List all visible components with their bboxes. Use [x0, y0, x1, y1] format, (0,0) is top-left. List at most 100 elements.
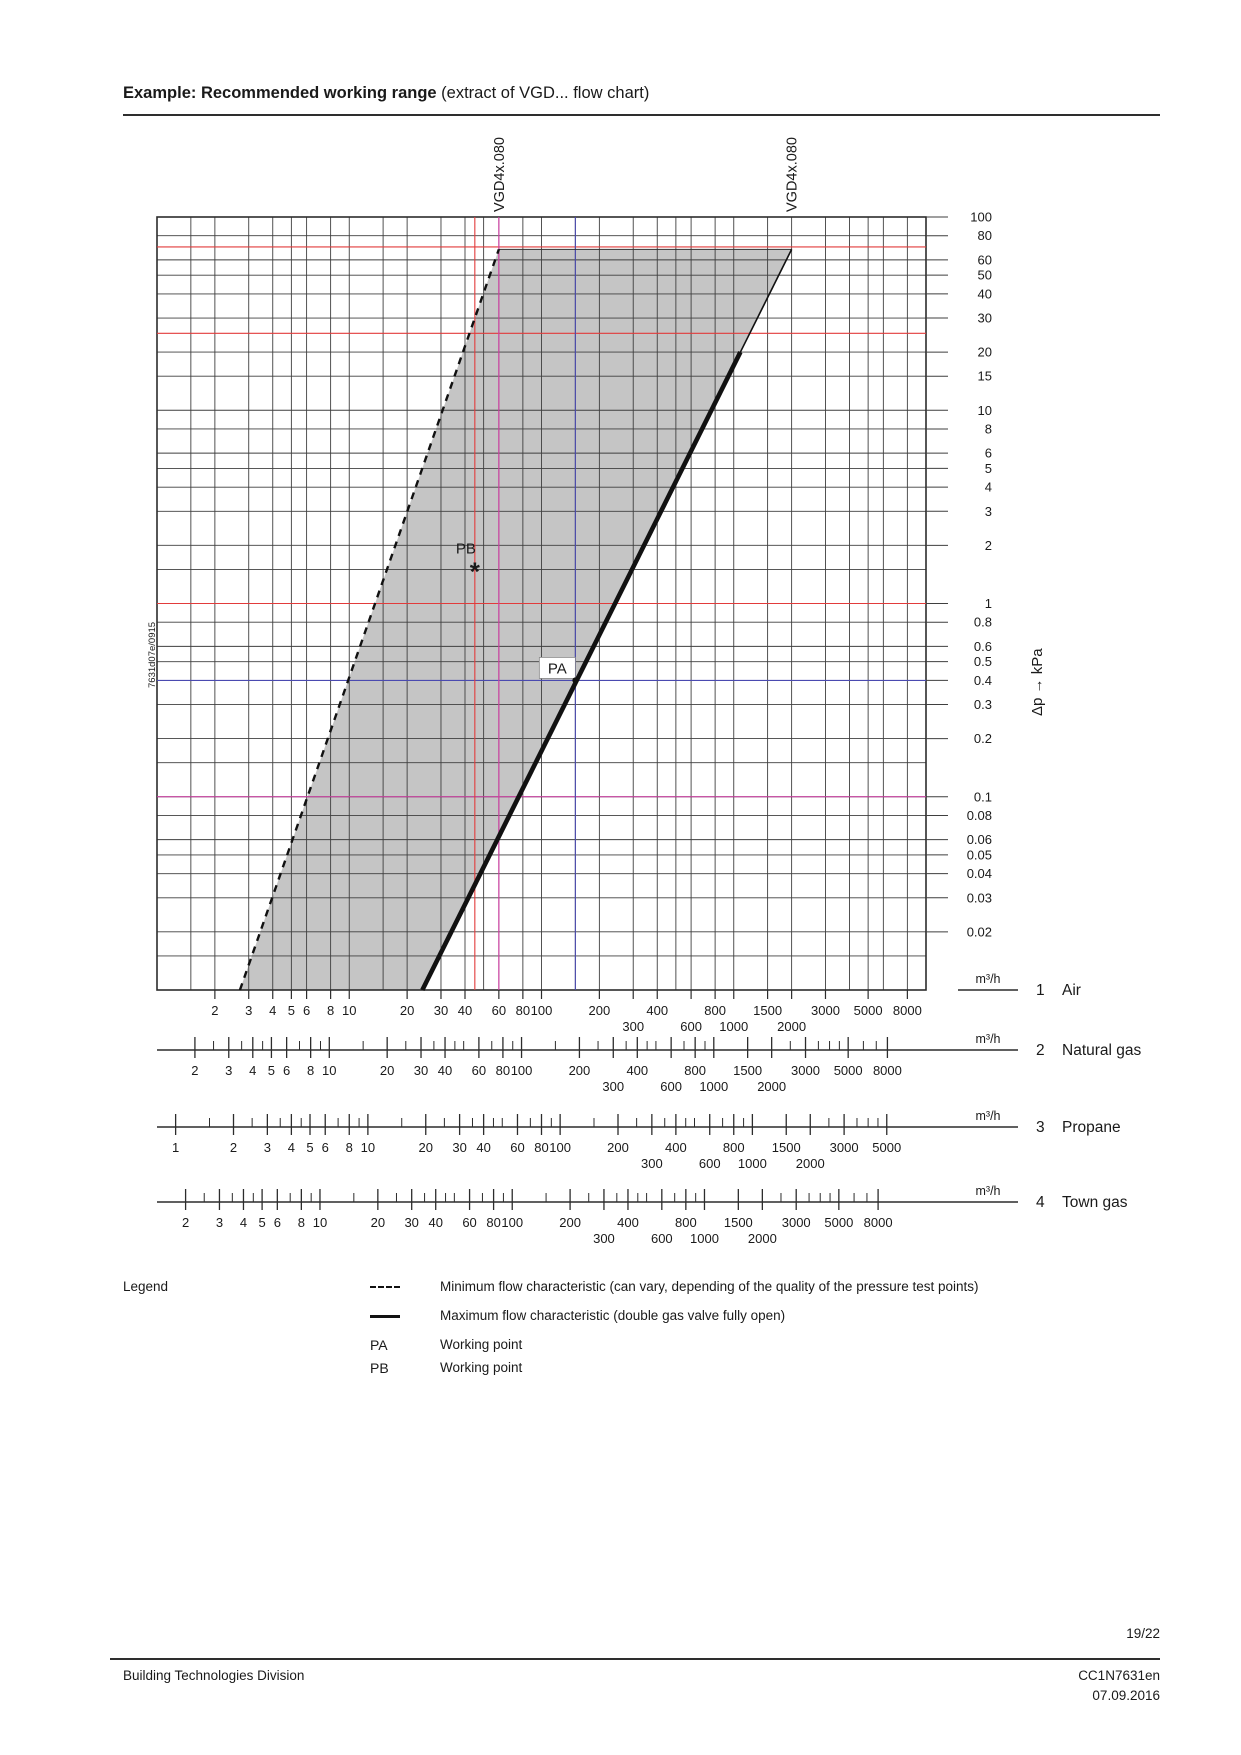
gas-scale-label: Natural gas [1062, 1042, 1142, 1059]
y-tick-label: 10 [978, 403, 992, 418]
unit-label: m³/h [976, 972, 1001, 986]
scale-tick-label: 100 [511, 1063, 533, 1078]
page-title: Example: Recommended working range (extr… [123, 84, 649, 103]
scale-tick-label: 60 [492, 1003, 506, 1018]
valve-model-label-2: VGD4x.080 [785, 137, 801, 212]
scale-tick-label: 2000 [748, 1231, 777, 1246]
scale-tick-label: 6 [303, 1003, 310, 1018]
y-tick-label: 0.02 [967, 924, 992, 939]
scale-tick-label: 600 [660, 1079, 682, 1094]
scale-tick-label: 10 [322, 1063, 336, 1078]
scale-tick-label: 100 [501, 1215, 523, 1230]
gas-scale-number: 2 [1036, 1042, 1045, 1059]
scale-tick-label: 800 [704, 1003, 726, 1018]
legend-heading: Legend [123, 1279, 169, 1294]
legend-pa-symbol: PA [370, 1337, 388, 1353]
pb-label: PB [456, 540, 476, 557]
y-tick-label: 0.5 [974, 654, 992, 669]
gas-scale-number: 1 [1036, 982, 1045, 999]
scale-tick-label: 200 [559, 1215, 581, 1230]
title-rule [123, 114, 1160, 116]
scale-tick-label: 1000 [690, 1231, 719, 1246]
gas-scale-label: Town gas [1062, 1194, 1128, 1211]
pa-label-box [538, 657, 576, 679]
scale-tick-label: 100 [531, 1003, 553, 1018]
scale-tick-label: 10 [313, 1215, 327, 1230]
pb-marker: * [470, 556, 481, 586]
scale-tick-label: 1500 [733, 1063, 762, 1078]
scale-tick-label: 40 [458, 1003, 472, 1018]
side-code: 7631d07e/0915 [147, 622, 158, 688]
y-tick-label: 0.08 [967, 808, 992, 823]
legend-item-max-flow: Maximum flow characteristic (double gas … [440, 1308, 786, 1323]
scale-tick-label: 2 [182, 1215, 189, 1230]
page-title-bold: Example: Recommended working range [123, 84, 437, 102]
scale-tick-label: 1500 [724, 1215, 753, 1230]
scale-tick-label: 3 [216, 1215, 223, 1230]
scale-tick-label: 2 [191, 1063, 198, 1078]
footer-division: Building Technologies Division [123, 1668, 305, 1683]
scale-tick-label: 5 [306, 1140, 313, 1155]
scale-tick-label: 60 [510, 1140, 524, 1155]
scale-tick-label: 800 [684, 1063, 706, 1078]
scale-tick-label: 30 [404, 1215, 418, 1230]
y-tick-label: 0.1 [974, 789, 992, 804]
unit-label: m³/h [976, 1184, 1001, 1198]
scale-tick-label: 2000 [796, 1156, 825, 1171]
y-tick-label: 50 [978, 268, 992, 283]
scale-tick-label: 8000 [873, 1063, 902, 1078]
scale-tick-label: 600 [651, 1231, 673, 1246]
min-flow-line [238, 248, 500, 991]
scale-tick-label: 5 [268, 1063, 275, 1078]
y-tick-label: 0.3 [974, 697, 992, 712]
footer-date: 07.09.2016 [1092, 1688, 1160, 1703]
scale-tick-label: 2000 [777, 1019, 806, 1034]
scale-tick-label: 3000 [811, 1003, 840, 1018]
scale-tick-label: 5000 [834, 1063, 863, 1078]
scale-tick-label: 10 [342, 1003, 356, 1018]
y-axis-label: Δp → kPa [1029, 648, 1046, 716]
y-tick-label: 15 [978, 369, 992, 384]
y-tick-label: 0.03 [967, 890, 992, 905]
gas-scale-label: Propane [1062, 1119, 1121, 1136]
scale-tick-label: 5000 [872, 1140, 901, 1155]
unit-label: m³/h [976, 1109, 1001, 1123]
legend-item-min-flow: Minimum flow characteristic (can vary, d… [440, 1279, 979, 1294]
scale-tick-label: 8 [327, 1003, 334, 1018]
scale-tick-label: 600 [680, 1019, 702, 1034]
scale-tick-label: 1000 [719, 1019, 748, 1034]
scale-tick-label: 80 [486, 1215, 500, 1230]
legend-item-pb: Working point [440, 1360, 523, 1375]
scale-tick-label: 400 [626, 1063, 648, 1078]
scale-tick-label: 3 [264, 1140, 271, 1155]
y-tick-label: 60 [978, 252, 992, 267]
page-number: 19/22 [1126, 1626, 1160, 1641]
y-tick-label: 0.05 [967, 847, 992, 862]
scale-tick-label: 600 [699, 1156, 721, 1171]
y-tick-label: 100 [970, 210, 992, 225]
legend-item-pa: Working point [440, 1337, 523, 1352]
valve-model-label-1: VGD4x.080 [492, 137, 508, 212]
scale-tick-label: 2 [211, 1003, 218, 1018]
scale-tick-label: 5000 [824, 1215, 853, 1230]
scale-tick-label: 4 [288, 1140, 295, 1155]
scale-tick-label: 8000 [893, 1003, 922, 1018]
working-range-band [239, 249, 792, 990]
scale-tick-label: 300 [641, 1156, 663, 1171]
scale-tick-label: 1500 [753, 1003, 782, 1018]
scale-tick-label: 40 [428, 1215, 442, 1230]
scale-tick-label: 3000 [791, 1063, 820, 1078]
scale-tick-label: 400 [665, 1140, 687, 1155]
scale-tick-label: 8 [307, 1063, 314, 1078]
scale-tick-label: 4 [269, 1003, 276, 1018]
scale-tick-label: 5 [258, 1215, 265, 1230]
y-tick-label: 8 [985, 421, 992, 436]
scale-tick-label: 400 [617, 1215, 639, 1230]
y-tick-label: 0.06 [967, 832, 992, 847]
scale-tick-label: 8 [298, 1215, 305, 1230]
scale-tick-label: 40 [438, 1063, 452, 1078]
y-tick-label: 5 [985, 461, 992, 476]
scale-tick-label: 300 [622, 1019, 644, 1034]
max-flow-line [420, 351, 743, 992]
scale-tick-label: 60 [462, 1215, 476, 1230]
